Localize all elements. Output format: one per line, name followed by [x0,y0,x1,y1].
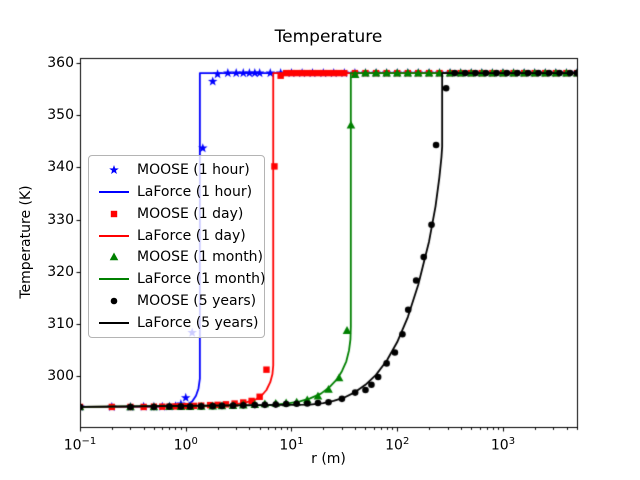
y-axis-label: Temperature (K) [18,185,34,299]
legend-entry: LaForce (1 hour) [97,181,264,203]
y-tick-label: 340 [47,159,74,176]
legend-circle-icon [110,297,117,305]
legend-label: MOOSE (1 month) [137,249,264,266]
y-tick-label: 320 [47,263,74,280]
legend-line-icon [98,190,129,193]
legend-entry: LaForce (5 years) [97,312,264,334]
y-tick-label: 360 [47,55,74,72]
legend-sample [97,322,130,325]
legend-line-icon [98,234,129,237]
legend-line-icon [98,278,129,281]
legend-label: MOOSE (5 years) [137,293,257,310]
legend-label: LaForce (5 years) [137,315,259,332]
legend-square-icon [110,210,117,217]
legend-entry: MOOSE (1 hour) [97,159,264,181]
legend-entry: LaForce (1 day) [97,225,264,247]
x-tick-label: 103 [490,436,516,454]
legend-entry: LaForce (1 month) [97,268,266,290]
legend-triangle-icon [109,252,118,261]
y-tick-label: 350 [47,107,74,124]
legend-star-icon [108,164,119,174]
legend-line-icon [98,322,129,325]
x-tick-label: 101 [279,436,304,454]
legend-sample [97,278,130,281]
y-tick-label: 300 [47,367,74,384]
legend-sample [97,294,130,308]
legend-label: LaForce (1 month) [137,271,266,288]
x-tick-label: 102 [385,436,410,454]
legend-entry: MOOSE (1 month) [97,247,264,269]
legend-label: MOOSE (1 day) [137,205,244,222]
legend-entry: MOOSE (5 years) [97,290,264,312]
y-tick-label: 330 [47,211,74,228]
x-tick-label: 10−1 [63,436,97,454]
legend-label: LaForce (1 hour) [137,183,253,200]
chart-title: Temperature [274,27,383,47]
legend-sample [97,163,130,177]
legend-label: LaForce (1 day) [137,227,246,244]
legend-entry: MOOSE (1 day) [97,203,264,225]
x-axis-label: r (m) [311,451,346,467]
y-tick-label: 310 [47,315,74,332]
legend-sample [97,234,130,237]
legend-label: MOOSE (1 hour) [137,161,250,178]
x-tick-label: 100 [173,436,198,454]
legend-sample [97,207,130,221]
legend-sample [97,250,130,264]
legend: MOOSE (1 hour) LaForce (1 hour) MOOSE (1 d… [88,155,265,338]
legend-sample [97,190,130,193]
